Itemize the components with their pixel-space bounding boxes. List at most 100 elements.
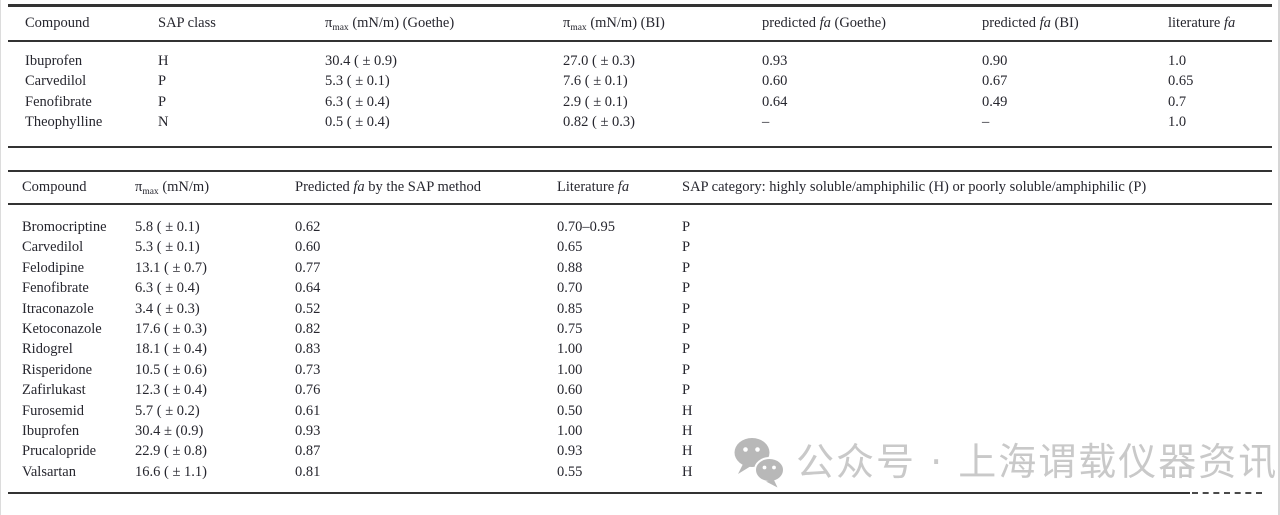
table1-header-row: Compound SAP class πmax (mN/m) (Goethe) … xyxy=(8,5,1272,42)
table-cell: 0.70–0.95 xyxy=(557,219,615,235)
table-cell: 0.60 xyxy=(762,73,788,90)
table-cell: 0.64 xyxy=(295,280,321,297)
pi-symbol: π xyxy=(325,14,333,31)
pi-subscript: max xyxy=(570,22,587,33)
table-cell: 0.60 xyxy=(557,382,583,399)
table-cell: 27.0 ( ± 0.3) xyxy=(563,53,635,69)
header-label: literature xyxy=(1168,15,1224,31)
table-cell: Carvedilol xyxy=(22,239,84,256)
table-row: Furosemid 5.7 ( ± 0.2) 0.61 0.50 H xyxy=(8,401,1272,421)
col-header-compound: Compound xyxy=(8,171,135,205)
table-cell: 1.0 xyxy=(1168,53,1187,69)
table-cell: 0.87 xyxy=(295,443,321,460)
header-label: predicted xyxy=(762,15,820,31)
table-cell: 0.93 xyxy=(557,443,583,460)
table-row: Bromocriptine 5.8 ( ± 0.1) 0.62 0.70–0.95 P xyxy=(8,204,1272,237)
fa-italic: fa xyxy=(1223,15,1236,31)
col-header-sap-category: SAP category: highly soluble/amphiphilic… xyxy=(682,171,1272,205)
table-cell: P xyxy=(682,321,691,338)
table-cell: 2.9 ( ± 0.1) xyxy=(563,93,628,110)
header-label: (mN/m) (BI) xyxy=(586,14,665,31)
table-cell: 0.5 ( ± 0.4) xyxy=(325,114,390,131)
table-row: Carvedilol P 5.3 ( ± 0.1) 7.6 ( ± 0.1) 0.60 0… xyxy=(8,71,1272,91)
table-cell: 12.3 ( ± 0.4) xyxy=(135,382,207,399)
table-cell: 18.1 ( ± 0.4) xyxy=(135,341,207,358)
pi-subscript: max xyxy=(142,186,159,197)
table-row: Ibuprofen 30.4 ± (0.9) 0.93 1.00 H xyxy=(8,421,1272,441)
table-cell: Theophylline xyxy=(25,114,103,131)
table-cell: P xyxy=(682,280,691,297)
table-cell: Fenofibrate xyxy=(22,280,89,297)
table-cell: 6.3 ( ± 0.4) xyxy=(135,280,200,297)
table-cell: 5.7 ( ± 0.2) xyxy=(135,402,200,419)
header-label: predicted xyxy=(982,15,1040,31)
header-label: Compound xyxy=(25,15,90,31)
table-cell: 0.52 xyxy=(295,300,321,317)
col-header-predicted-fa-bi: predicted fa (BI) xyxy=(982,5,1168,42)
header-label: Compound xyxy=(22,179,87,195)
table-cell: Zafirlukast xyxy=(22,382,86,399)
table-cell: 10.5 ( ± 0.6) xyxy=(135,361,207,378)
table-cell: 0.61 xyxy=(295,402,321,419)
pi-subscript: max xyxy=(332,22,349,33)
table-cell: 0.73 xyxy=(295,361,321,378)
table-cell: 1.00 xyxy=(557,341,583,358)
table-cell: 0.75 xyxy=(557,321,583,338)
table-row: Zafirlukast 12.3 ( ± 0.4) 0.76 0.60 P xyxy=(8,380,1272,400)
fa-italic: fa xyxy=(1039,15,1051,31)
table-cell: Ibuprofen xyxy=(25,53,83,69)
table-cell: P xyxy=(682,300,691,317)
table-cell: Ibuprofen xyxy=(22,423,80,440)
header-label: Predicted xyxy=(295,179,354,195)
col-header-literature-fa: Literature fa xyxy=(557,171,682,205)
col-header-predicted-fa-sap: Predicted fa by the SAP method xyxy=(295,171,557,205)
table-cell: Fenofibrate xyxy=(25,93,92,110)
table-cell: 0.50 xyxy=(557,402,583,419)
table-cell: 0.49 xyxy=(982,93,1008,110)
pi-symbol: π xyxy=(135,178,143,195)
table-cell: P xyxy=(682,361,691,378)
col-header-predicted-fa-goethe: predicted fa (Goethe) xyxy=(762,5,982,42)
table-cell: 0.64 xyxy=(762,93,788,110)
table-cell: 22.9 ( ± 0.8) xyxy=(135,443,207,460)
table-cell: Bromocriptine xyxy=(22,219,107,235)
scan-edge-right xyxy=(1278,0,1280,515)
table-row: Fenofibrate 6.3 ( ± 0.4) 0.64 0.70 P xyxy=(8,278,1272,298)
table-row: Felodipine 13.1 ( ± 0.7) 0.77 0.88 P xyxy=(8,258,1272,278)
table-cell: 0.90 xyxy=(982,53,1008,69)
table-cell: 30.4 ± (0.9) xyxy=(135,423,204,440)
table-cell: Ridogrel xyxy=(22,341,73,358)
table-cell: 30.4 ( ± 0.9) xyxy=(325,53,397,69)
table2-bottom-rule xyxy=(8,492,1190,494)
table-cell: Risperidone xyxy=(22,361,93,378)
table-cell: P xyxy=(158,73,167,90)
table2-body: Bromocriptine 5.8 ( ± 0.1) 0.62 0.70–0.95 P C… xyxy=(8,204,1272,494)
table-cell: Ketoconazole xyxy=(22,321,102,338)
table-cell: Valsartan xyxy=(22,463,76,480)
table-cell: H xyxy=(682,463,693,480)
table-row: Theophylline N 0.5 ( ± 0.4) 0.82 ( ± 0.3) – –… xyxy=(8,112,1272,146)
table-cell: – xyxy=(982,114,990,131)
table-row: Ibuprofen H 30.4 ( ± 0.9) 27.0 ( ± 0.3) 0.93… xyxy=(8,41,1272,71)
table-cell: 1.00 xyxy=(557,423,583,440)
table-cell: 0.7 xyxy=(1168,93,1187,110)
header-label: SAP category: highly soluble/amphiphilic… xyxy=(682,179,1147,195)
table-cell: 0.62 xyxy=(295,219,321,235)
table-cell: P xyxy=(682,219,691,235)
table-row: Risperidone 10.5 ( ± 0.6) 0.73 1.00 P xyxy=(8,360,1272,380)
table-cell: 0.65 xyxy=(557,239,583,256)
fa-italic: fa xyxy=(819,15,831,31)
col-header-pimax: πmax (mN/m) xyxy=(135,171,295,205)
table-cell: 0.93 xyxy=(762,53,788,69)
col-header-literature-fa: literature fa xyxy=(1168,5,1272,42)
table-sap-prediction: Compound πmax (mN/m) Predicted fa by the… xyxy=(8,170,1272,494)
header-label: SAP class xyxy=(158,15,216,31)
table2-bottom-rule-dashed-tail xyxy=(1192,492,1262,494)
table-cell: 0.55 xyxy=(557,463,583,480)
table-row: Fenofibrate P 6.3 ( ± 0.4) 2.9 ( ± 0.1) 0.64… xyxy=(8,92,1272,112)
table-cell: 5.3 ( ± 0.1) xyxy=(135,239,200,256)
table1-body: Ibuprofen H 30.4 ( ± 0.9) 27.0 ( ± 0.3) 0.93… xyxy=(8,41,1272,147)
table-cell: 17.6 ( ± 0.3) xyxy=(135,321,207,338)
table2-header-row: Compound πmax (mN/m) Predicted fa by the… xyxy=(8,171,1272,205)
